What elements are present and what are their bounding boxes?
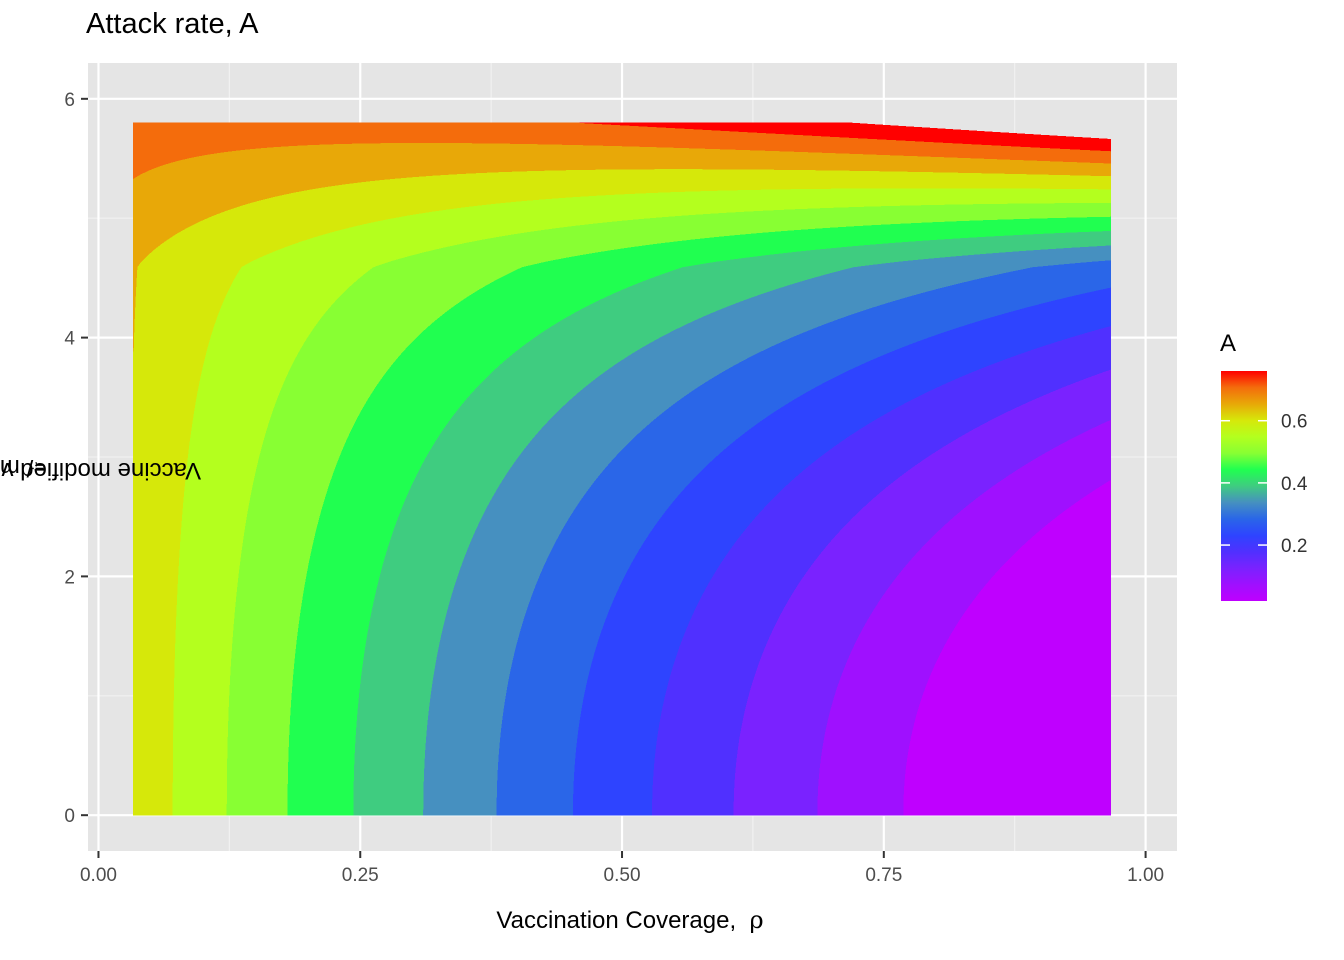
y-tick-label: 4 — [64, 329, 75, 350]
legend-tick-label: 0.2 — [1281, 536, 1307, 557]
contour-band-14 — [579, 122, 1112, 152]
x-axis-label: Vaccination Coverage, ρ — [420, 906, 840, 935]
x-tick-label: 0.75 — [865, 865, 902, 886]
legend-tick-label: 0.6 — [1281, 412, 1307, 433]
x-tick-label: 0.25 — [342, 865, 379, 886]
y-axis: 0 2 4 6 — [64, 90, 88, 827]
x-tick-label: 1.00 — [1127, 865, 1164, 886]
contour-band-2 — [732, 368, 1112, 816]
y-tick-label: 2 — [64, 567, 75, 588]
x-axis: 0.00 0.25 0.50 0.75 1.00 — [80, 851, 1164, 886]
y-tick-label: 6 — [64, 90, 75, 111]
legend-tick-label: 0.4 — [1281, 474, 1308, 495]
contour-band-4 — [572, 286, 1112, 816]
y-tick-label: 0 — [64, 806, 75, 827]
contour-band-11 — [133, 168, 1112, 816]
contour-band-10 — [172, 187, 1112, 816]
legend-colorbar — [1221, 371, 1267, 601]
contour-band-8 — [286, 216, 1112, 816]
contour-band-0 — [902, 479, 1112, 816]
legend-title: A — [1220, 330, 1237, 357]
x-axis-label-symbol: ρ — [749, 906, 764, 934]
contour-band-1 — [816, 419, 1112, 816]
contour-band-6 — [422, 244, 1112, 816]
contour-band-3 — [651, 325, 1112, 816]
y-axis-label-mid: / m — [0, 453, 34, 481]
x-tick-label: 0.00 — [80, 865, 117, 886]
legend-ticks: 0.2 0.4 0.6 — [1221, 412, 1308, 557]
contour-bands — [133, 122, 1112, 816]
x-tick-label: 0.50 — [604, 865, 641, 886]
chart-title: Attack rate, A — [86, 8, 259, 40]
x-axis-label-text: Vaccination Coverage, — [496, 907, 737, 934]
